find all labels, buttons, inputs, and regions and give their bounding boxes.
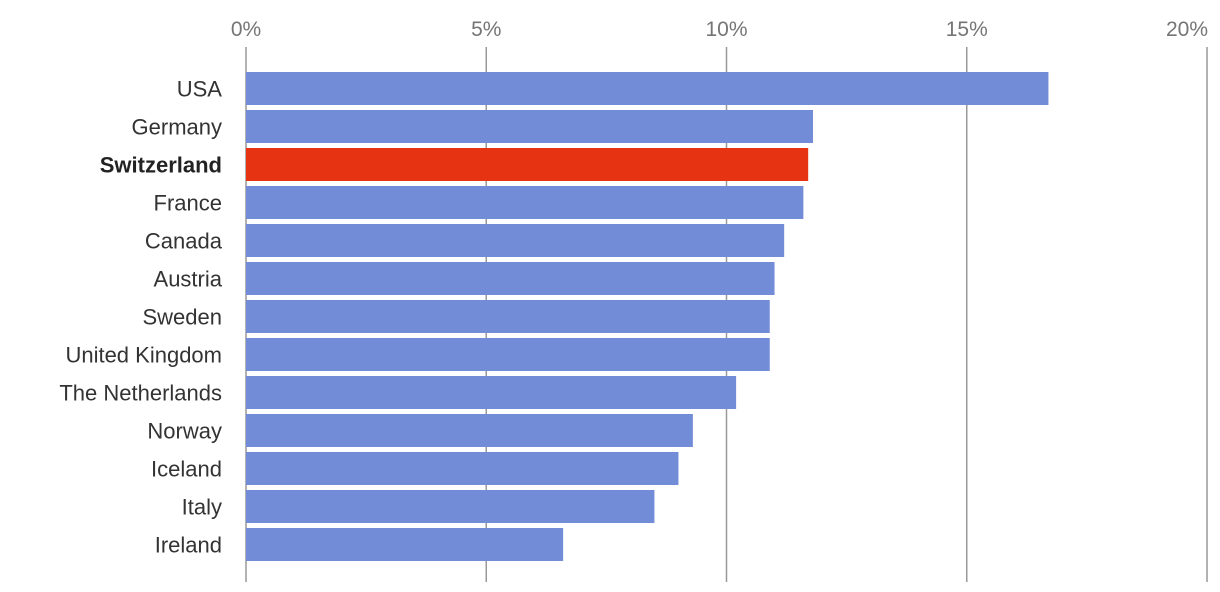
category-label: Switzerland: [100, 153, 222, 178]
bar-the-netherlands: [246, 376, 737, 409]
bars: [246, 72, 1049, 561]
category-labels: USA Germany Switzerland France Canada Austria…: [59, 77, 222, 558]
x-tick-label: 20%: [1166, 18, 1208, 41]
bar-ireland: [246, 528, 564, 561]
category-label: United Kingdom: [65, 343, 222, 368]
x-axis-ticks: 0% 5% 10% 15% 20%: [231, 18, 1208, 41]
category-label: Iceland: [151, 457, 222, 482]
bar-usa: [246, 72, 1049, 105]
category-label: The Netherlands: [59, 381, 222, 406]
x-tick-label: 0%: [231, 18, 261, 41]
category-label: Canada: [145, 229, 223, 254]
bar-iceland: [246, 452, 679, 485]
bar-canada: [246, 224, 785, 257]
bar-italy: [246, 490, 655, 523]
bar-austria: [246, 262, 775, 295]
category-label: Italy: [182, 495, 222, 520]
category-label: USA: [177, 77, 223, 102]
bar-switzerland: [246, 148, 809, 181]
category-label: Germany: [132, 115, 222, 140]
category-label: Norway: [147, 419, 222, 444]
x-tick-label: 5%: [471, 18, 501, 41]
bar-germany: [246, 110, 813, 143]
bar-france: [246, 186, 804, 219]
bar-sweden: [246, 300, 770, 333]
x-tick-label: 15%: [946, 18, 988, 41]
x-tick-label: 10%: [705, 18, 747, 41]
category-label: France: [154, 191, 222, 216]
bar-norway: [246, 414, 693, 447]
category-label: Austria: [154, 267, 223, 292]
category-label: Ireland: [155, 533, 222, 558]
bar-united-kingdom: [246, 338, 770, 371]
category-label: Sweden: [142, 305, 222, 330]
